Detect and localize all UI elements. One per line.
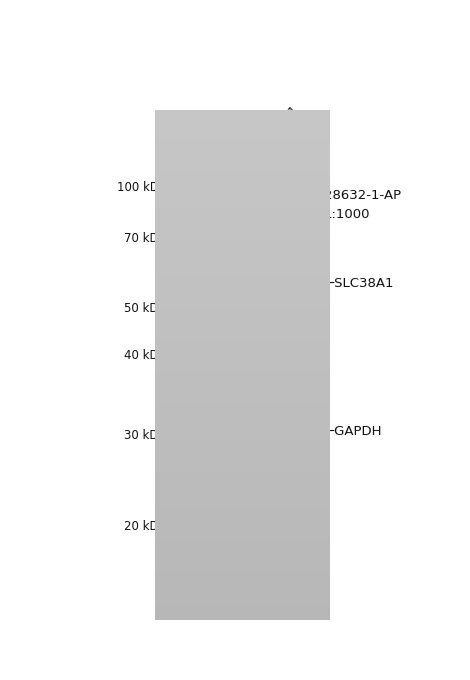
Ellipse shape: [216, 428, 276, 437]
Ellipse shape: [185, 269, 258, 295]
Ellipse shape: [217, 280, 226, 284]
Ellipse shape: [231, 430, 261, 434]
Ellipse shape: [209, 277, 235, 286]
Ellipse shape: [224, 428, 269, 435]
Ellipse shape: [243, 431, 250, 432]
Ellipse shape: [179, 250, 264, 292]
Ellipse shape: [183, 268, 260, 296]
Ellipse shape: [239, 431, 254, 433]
Ellipse shape: [201, 425, 291, 439]
Ellipse shape: [191, 271, 251, 292]
Ellipse shape: [220, 428, 273, 436]
Ellipse shape: [213, 279, 230, 285]
Ellipse shape: [187, 269, 256, 294]
Ellipse shape: [186, 423, 306, 441]
Ellipse shape: [200, 274, 243, 290]
Ellipse shape: [194, 424, 299, 440]
Ellipse shape: [205, 426, 288, 438]
Text: 50 kDa: 50 kDa: [124, 302, 166, 316]
Ellipse shape: [190, 424, 303, 440]
Text: 30 kDa: 30 kDa: [124, 429, 166, 442]
Text: 70 kDa: 70 kDa: [124, 232, 166, 245]
Text: sh-control: sh-control: [201, 112, 254, 165]
Ellipse shape: [235, 430, 258, 434]
Text: 100 kDa: 100 kDa: [117, 181, 166, 194]
Ellipse shape: [215, 279, 228, 284]
Ellipse shape: [202, 275, 241, 289]
Ellipse shape: [209, 426, 284, 437]
Ellipse shape: [198, 273, 245, 290]
Ellipse shape: [182, 422, 310, 441]
Ellipse shape: [212, 427, 280, 437]
Ellipse shape: [219, 281, 224, 283]
Ellipse shape: [227, 429, 265, 435]
Bar: [179, 167, 314, 559]
Ellipse shape: [196, 273, 247, 291]
Ellipse shape: [204, 275, 239, 288]
Ellipse shape: [211, 278, 232, 286]
Text: 1:1000: 1:1000: [324, 207, 370, 220]
Ellipse shape: [179, 422, 314, 442]
Text: Jurkat: Jurkat: [224, 573, 269, 588]
Text: 28632-1-AP: 28632-1-AP: [324, 189, 401, 202]
Text: WWW.PTGLAB.COM: WWW.PTGLAB.COM: [240, 287, 254, 439]
Ellipse shape: [206, 276, 236, 287]
Text: ←SLC38A1: ←SLC38A1: [324, 277, 394, 290]
Text: ←GAPDH: ←GAPDH: [324, 426, 382, 439]
Text: 40 kDa: 40 kDa: [124, 350, 166, 362]
Text: 20 kDa: 20 kDa: [124, 520, 166, 533]
Ellipse shape: [189, 270, 254, 293]
Text: sh-SLC38A1: sh-SLC38A1: [239, 103, 302, 165]
Ellipse shape: [197, 425, 295, 439]
Ellipse shape: [194, 272, 250, 292]
